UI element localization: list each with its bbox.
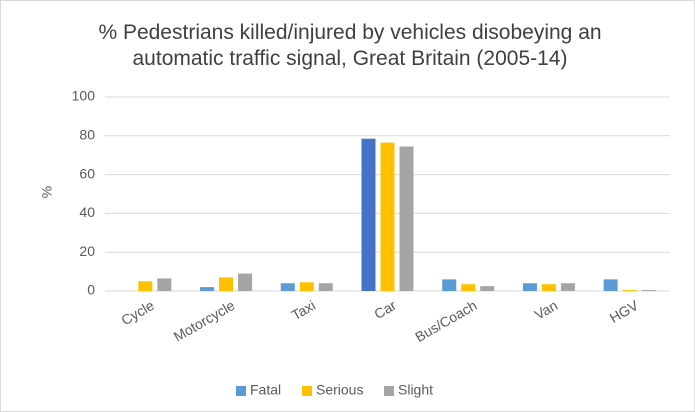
y-tick-label: 0 [87,282,95,298]
bar [399,146,414,291]
bar [219,277,234,291]
bar [200,287,215,291]
bar [138,281,153,291]
bar [318,283,333,291]
y-axis-label: % [39,186,55,198]
legend-swatch [384,386,394,396]
legend-swatch [236,386,246,396]
bar [641,290,656,291]
legend-swatch [302,386,312,396]
bar [560,283,575,291]
bar [622,290,637,291]
legend-label: Fatal [250,382,281,398]
bar [299,282,314,291]
y-tick-label: 40 [79,204,95,220]
bar [603,279,618,291]
y-tick-label: 60 [79,165,95,181]
y-tick-label: 20 [79,243,95,259]
y-tick-label: 80 [79,127,95,143]
chart-title: % Pedestrians killed/injured by vehicles… [98,21,602,70]
bar [157,278,172,291]
legend-label: Slight [398,382,433,398]
bar [280,283,295,291]
bar [442,279,457,291]
bar [522,283,537,291]
bar [480,286,495,291]
bar [380,142,395,291]
bar [461,284,476,291]
bar [541,284,556,291]
y-tick-label: 100 [72,88,96,104]
bar [361,138,376,291]
legend-label: Serious [316,382,363,398]
bar [238,273,253,291]
